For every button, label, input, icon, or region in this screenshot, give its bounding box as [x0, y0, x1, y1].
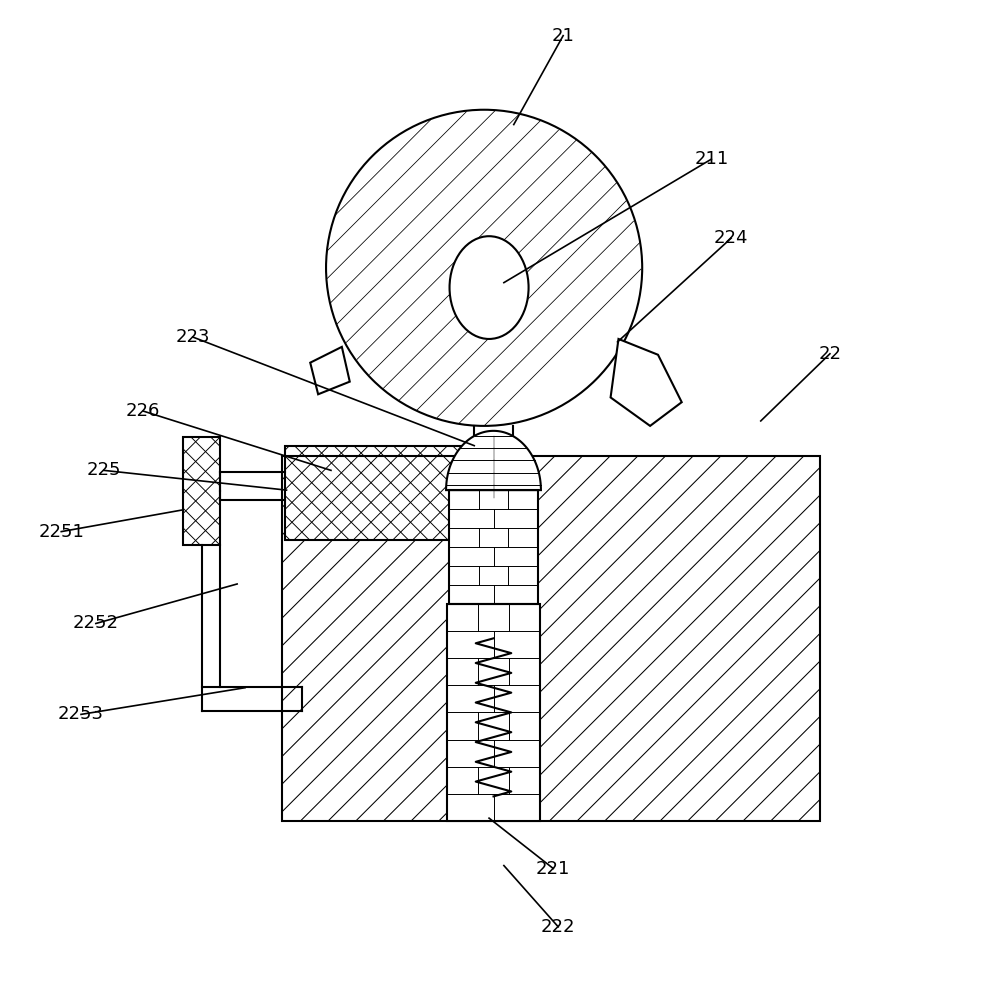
Text: 2253: 2253 [58, 705, 104, 723]
Bar [449, 490, 538, 604]
Text: 226: 226 [126, 402, 160, 420]
Bar [183, 437, 220, 545]
Text: 222: 222 [541, 918, 575, 936]
Text: 2252: 2252 [73, 614, 119, 633]
Bar [449, 490, 538, 604]
Bar [285, 446, 477, 540]
Text: 221: 221 [536, 860, 570, 878]
Text: 223: 223 [176, 328, 209, 346]
Text: 22: 22 [818, 345, 842, 363]
Circle shape [326, 110, 642, 426]
Bar [447, 604, 540, 821]
Bar [285, 446, 477, 540]
Bar [447, 604, 540, 821]
Polygon shape [310, 347, 350, 394]
Bar [473, 426, 514, 456]
Bar [282, 456, 820, 821]
Ellipse shape [450, 236, 529, 339]
Polygon shape [446, 431, 541, 490]
Polygon shape [611, 339, 682, 426]
Text: 224: 224 [714, 229, 748, 247]
Text: 225: 225 [87, 461, 121, 479]
Text: 21: 21 [551, 27, 575, 45]
Text: 2251: 2251 [39, 523, 84, 541]
Bar [282, 456, 820, 821]
Bar [183, 437, 220, 545]
Text: 211: 211 [695, 150, 728, 168]
